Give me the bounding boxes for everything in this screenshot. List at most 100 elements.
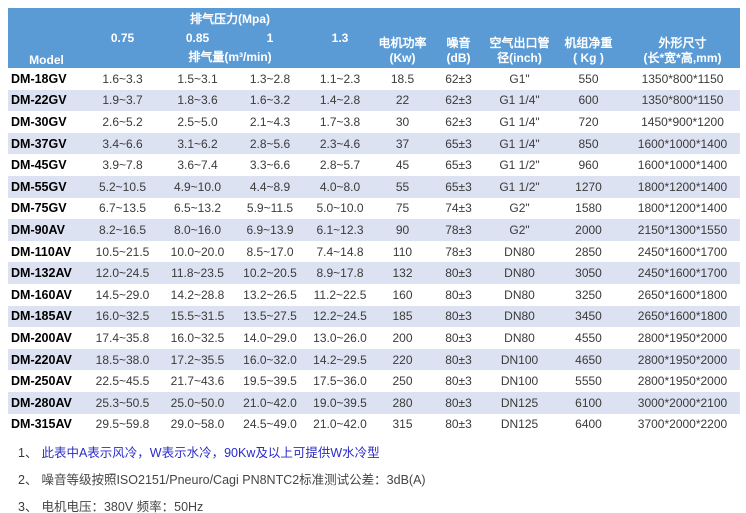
value-cell: 45 xyxy=(395,158,410,173)
value-cell: 80±3 xyxy=(445,417,472,432)
col-header-pressure-0.75: 0.75 xyxy=(85,28,160,47)
value-cell: 55 xyxy=(395,179,410,194)
value-cell: 5.9~11.5 xyxy=(246,201,294,216)
value-cell: 5550 xyxy=(575,374,602,389)
model-cell: DM-200AV xyxy=(11,330,72,345)
value-cell: 29.5~59.8 xyxy=(95,417,150,432)
value-cell: 280 xyxy=(392,395,413,410)
value-cell: 1350*800*1150 xyxy=(641,71,724,86)
col-header-pressure-1.3: 1.3 xyxy=(305,28,375,47)
table-row: DM-45GV 3.9~7.8 3.6~7.4 3.3~6.6 2.8~5.7 45 65±… xyxy=(8,154,740,176)
value-cell: 80±3 xyxy=(445,266,472,281)
value-cell: 3.1~6.2 xyxy=(177,136,218,151)
model-cell: DM-90AV xyxy=(11,222,65,237)
value-cell: 3.6~7.4 xyxy=(177,158,218,173)
value-cell: 6.9~13.9 xyxy=(246,222,294,237)
value-cell: DN80 xyxy=(504,266,535,281)
value-cell: 10.0~20.0 xyxy=(170,244,225,259)
value-cell: 62±3 xyxy=(445,114,472,129)
table-row: DM-55GV 5.2~10.5 4.9~10.0 4.4~8.9 4.0~8.0 55 6… xyxy=(8,175,740,198)
table-header: Model 排气压力(Mpa) 电机功率 (Kw) 噪音 (dB) 空气出口管 … xyxy=(8,8,740,68)
table-row: DM-30GV 2.6~5.2 2.5~5.0 2.1~4.3 1.7~3.8 30 62±… xyxy=(8,111,740,133)
value-cell: DN125 xyxy=(500,417,539,432)
table-row: DM-160AV 14.5~29.0 14.2~28.8 13.2~26.5 11.2~… xyxy=(8,284,740,306)
value-cell: 13.2~26.5 xyxy=(243,287,297,302)
value-cell: 14.2~29.5 xyxy=(313,352,367,367)
spec-table: Model 排气压力(Mpa) 电机功率 (Kw) 噪音 (dB) 空气出口管 … xyxy=(8,8,740,435)
notes: 1、 此表中A表示风冷，W表示水冷，90Kw及以上可提供W水冷型 2、 噪音等级按照I… xyxy=(18,440,738,513)
value-cell: 21.7~43.6 xyxy=(170,374,225,389)
value-cell: 74±3 xyxy=(445,201,472,216)
value-cell: 250 xyxy=(392,374,413,389)
value-cell: 8.5~17.0 xyxy=(246,244,294,259)
value-cell: 1.8~3.6 xyxy=(177,93,218,108)
table-row: DM-75GV 6.7~13.5 6.5~13.2 5.9~11.5 5.0~10.0 7… xyxy=(8,198,740,220)
value-cell: 160 xyxy=(392,287,413,302)
value-cell: DN80 xyxy=(504,330,535,345)
value-cell: 1450*900*1200 xyxy=(641,114,724,129)
value-cell: 4.4~8.9 xyxy=(249,179,291,194)
value-cell: 1.6~3.3 xyxy=(102,71,143,86)
value-cell: 3050 xyxy=(575,266,602,281)
value-cell: G2" xyxy=(509,201,530,216)
value-cell: 2150*1300*1550 xyxy=(637,222,728,237)
value-cell: 1.3~2.8 xyxy=(249,71,291,86)
value-cell: 1800*1200*1400 xyxy=(637,179,728,194)
note-text: 噪音等级按照ISO2151/Pneuro/Cagi PN8NTC2标准测试公差：… xyxy=(41,473,426,487)
value-cell: 4550 xyxy=(575,330,602,345)
value-cell: 2.1~4.3 xyxy=(249,114,291,129)
value-cell: 2.6~5.2 xyxy=(102,114,143,129)
value-cell: 30 xyxy=(395,114,410,129)
value-cell: 75 xyxy=(395,201,410,216)
value-cell: 80±3 xyxy=(445,374,472,389)
value-cell: 18.5 xyxy=(390,71,415,86)
model-cell: DM-30GV xyxy=(11,114,67,129)
value-cell: 2650*1600*1800 xyxy=(637,309,728,324)
value-cell: G1" xyxy=(509,71,530,86)
value-cell: 1350*800*1150 xyxy=(641,93,724,108)
table-row: DM-90AV 8.2~16.5 8.0~16.0 6.9~13.9 6.1~12.3 9… xyxy=(8,219,740,241)
model-cell: DM-185AV xyxy=(11,309,72,324)
value-cell: 8.2~16.5 xyxy=(98,222,147,237)
value-cell: 2000 xyxy=(575,222,602,237)
value-cell: 25.0~50.0 xyxy=(170,395,225,410)
value-cell: 720 xyxy=(578,114,599,129)
value-cell: 80±3 xyxy=(445,395,472,410)
value-cell: 3700*2000*2200 xyxy=(637,417,728,432)
col-header-pressure-0.85: 0.85 xyxy=(160,28,235,47)
model-cell: DM-280AV xyxy=(11,395,72,410)
table-row: DM-280AV 25.3~50.5 25.0~50.0 21.0~42.0 19.0~… xyxy=(8,391,740,414)
table-row: DM-220AV 18.5~38.0 17.2~35.5 16.0~32.0 14.2~… xyxy=(8,348,740,371)
value-cell: 550 xyxy=(578,71,599,86)
value-cell: 12.0~24.5 xyxy=(95,266,150,281)
value-cell: 78±3 xyxy=(445,244,472,259)
value-cell: 1800*1200*1400 xyxy=(637,201,728,216)
value-cell: 2.5~5.0 xyxy=(177,114,218,129)
table-row: DM-315AV 29.5~59.8 29.0~58.0 24.5~49.0 21.0~… xyxy=(8,414,740,436)
col-header-net-weight: 机组净重 ( Kg ) xyxy=(552,8,625,68)
value-cell: 80±3 xyxy=(445,287,472,302)
value-cell: 1270 xyxy=(575,179,602,194)
value-cell: 2450*1600*1700 xyxy=(637,244,728,259)
value-cell: 1.7~3.8 xyxy=(319,114,361,129)
model-cell: DM-37GV xyxy=(11,136,67,151)
value-cell: 3.4~6.6 xyxy=(102,136,143,151)
value-cell: 15.5~31.5 xyxy=(170,309,225,324)
value-cell: 22.5~45.5 xyxy=(95,374,150,389)
value-cell: 80±3 xyxy=(445,352,472,367)
model-cell: DM-55GV xyxy=(11,179,67,194)
col-header-air-outlet: 空气出口管 径(inch) xyxy=(487,8,552,68)
model-cell: DM-250AV xyxy=(11,374,72,389)
value-cell: 17.2~35.5 xyxy=(170,352,225,367)
note-item: 1、 此表中A表示风冷，W表示水冷，90Kw及以上可提供W水冷型 xyxy=(18,440,738,467)
value-cell: 90 xyxy=(395,222,410,237)
value-cell: 7.4~14.8 xyxy=(316,244,364,259)
value-cell: 3250 xyxy=(575,287,602,302)
value-cell: DN100 xyxy=(500,352,539,367)
table-row: DM-37GV 3.4~6.6 3.1~6.2 2.8~5.6 2.3~4.6 37 65±… xyxy=(8,132,740,155)
value-cell: 65±3 xyxy=(445,179,472,194)
value-cell: 2.8~5.6 xyxy=(249,136,291,151)
table-row: DM-132AV 12.0~24.5 11.8~23.5 10.2~20.5 8.9~1… xyxy=(8,262,740,284)
table-row: DM-18GV 1.6~3.3 1.5~3.1 1.3~2.8 1.1~2.3 18.5 6… xyxy=(8,68,740,90)
